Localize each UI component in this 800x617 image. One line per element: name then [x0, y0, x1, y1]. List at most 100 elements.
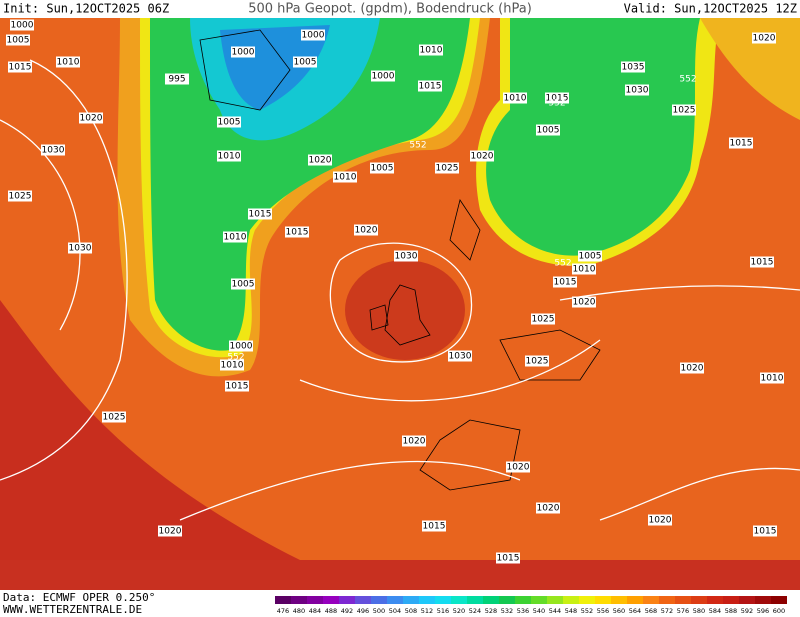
isobar-label-bg — [553, 276, 577, 288]
colorbar-swatch — [627, 596, 643, 604]
colorbar-label: 536 — [517, 607, 529, 615]
colorbar-swatch — [547, 596, 563, 604]
isobar-label: 1020 — [159, 527, 182, 537]
colorbar-label: 572 — [661, 607, 673, 615]
colorbar-swatch — [291, 596, 307, 604]
isobar-label: 1010 — [504, 94, 527, 104]
south-region — [0, 560, 800, 590]
colorbar-swatch — [483, 596, 499, 604]
isobar-label: 1030 — [626, 86, 649, 96]
colorbar-swatch — [467, 596, 483, 604]
isobar-label-bg — [229, 340, 253, 352]
colorbar-label: 488 — [325, 607, 337, 615]
map — [0, 18, 800, 590]
colorbar-label: 520 — [453, 607, 465, 615]
colorbar-swatch — [307, 596, 323, 604]
colorbar-swatch — [579, 596, 595, 604]
map-title: 500 hPa Geopot. (gpdm), Bodendruck (hPa) — [248, 2, 532, 17]
isobar-label-bg — [672, 104, 696, 116]
coastlines — [199, 29, 601, 491]
isobar-label: 1015 — [286, 228, 309, 238]
isobar-label-bg — [354, 224, 378, 236]
colorbar-label: 592 — [741, 607, 753, 615]
isobar-label-bg — [371, 70, 395, 82]
colorbar-label: 504 — [389, 607, 401, 615]
isobar-label-bg — [79, 112, 103, 124]
geopotential-label: 552 — [548, 99, 565, 109]
isobar-label: 1005 — [232, 280, 255, 290]
isobar-label: 1015 — [419, 82, 442, 92]
isobar-label: 1020 — [507, 463, 530, 473]
isobar-label: 1025 — [103, 413, 126, 423]
isobar-label: 1015 — [730, 139, 753, 149]
colorbar-label: 492 — [341, 607, 353, 615]
isobar-label-bg — [6, 34, 30, 46]
colorbar-label: 564 — [629, 607, 641, 615]
isobar-label: 1020 — [403, 437, 426, 447]
colorbar-swatch — [659, 596, 675, 604]
colorbar-swatch — [355, 596, 371, 604]
cold-core-inner — [220, 25, 330, 110]
colorbar-label: 548 — [565, 607, 577, 615]
colorbar-label: 540 — [533, 607, 545, 615]
isobar-label-bg — [496, 552, 520, 564]
colorbar-label: 580 — [693, 607, 705, 615]
isobar-label-bg — [293, 56, 317, 68]
isobar-label: 1020 — [471, 152, 494, 162]
isobar-label: 1030 — [42, 146, 65, 156]
colorbar-label: 480 — [293, 607, 305, 615]
isobar-label: 1005 — [218, 118, 241, 128]
isobar-label: 1000 — [230, 342, 253, 352]
isobar-label-bg — [285, 226, 309, 238]
isobar-label-bg — [220, 359, 244, 371]
colorbar-swatch — [323, 596, 339, 604]
colorbar-swatch — [595, 596, 611, 604]
isobar-label-bg — [531, 313, 555, 325]
colorbar-label: 500 — [373, 607, 385, 615]
isobar-label-bg — [536, 124, 560, 136]
colorbar-swatch — [723, 596, 739, 604]
isobar-label-bg — [8, 190, 32, 202]
isobar-label: 1000 — [11, 21, 34, 31]
isobar-label-bg — [760, 372, 784, 384]
isobar-label: 1010 — [224, 233, 247, 243]
colorbar-swatch — [387, 596, 403, 604]
site-name: WWW.WETTERZENTRALE.DE — [3, 603, 142, 616]
isobar-label-bg — [470, 150, 494, 162]
isobar-label-bg — [750, 256, 774, 268]
colorbar-label: 528 — [485, 607, 497, 615]
colorbar-label: 600 — [773, 607, 785, 615]
isobar-label-bg — [231, 46, 255, 58]
isobar-label: 1015 — [546, 94, 569, 104]
colorbar-label: 484 — [309, 607, 321, 615]
isobar-label: 1020 — [573, 298, 596, 308]
colorbar-label: 568 — [645, 607, 657, 615]
isobar-label-bg — [419, 44, 443, 56]
colorbar-swatch — [435, 596, 451, 604]
isobar-label: 1020 — [753, 34, 776, 44]
isobar-label-bg — [231, 278, 255, 290]
isobar-label: 1015 — [754, 527, 777, 537]
colorbar-swatch — [691, 596, 707, 604]
isobar-label: 1000 — [372, 72, 395, 82]
isobar-label-bg — [625, 84, 649, 96]
colorbar-label: 596 — [757, 607, 769, 615]
isobar-label-bg — [648, 514, 672, 526]
isobar-label: 1025 — [673, 106, 696, 116]
isobar-label-bg — [223, 231, 247, 243]
colorbar-label: 476 — [277, 607, 289, 615]
isobar-label-bg — [621, 61, 645, 73]
colorbar-label: 544 — [549, 607, 561, 615]
isobar-label-bg — [217, 150, 241, 162]
isobar-label: 1010 — [334, 173, 357, 183]
isobar-label-bg — [225, 380, 249, 392]
colorbar-label: 496 — [357, 607, 369, 615]
isobar-label: 1010 — [221, 361, 244, 371]
isobar-label-bg — [545, 92, 569, 104]
colorbar-swatch — [451, 596, 467, 604]
isobar-label: 1015 — [554, 278, 577, 288]
isobar-label-bg — [41, 144, 65, 156]
isobar-label-bg — [435, 162, 459, 174]
colorbar-swatch — [755, 596, 771, 604]
isobar-label-bg — [102, 411, 126, 423]
